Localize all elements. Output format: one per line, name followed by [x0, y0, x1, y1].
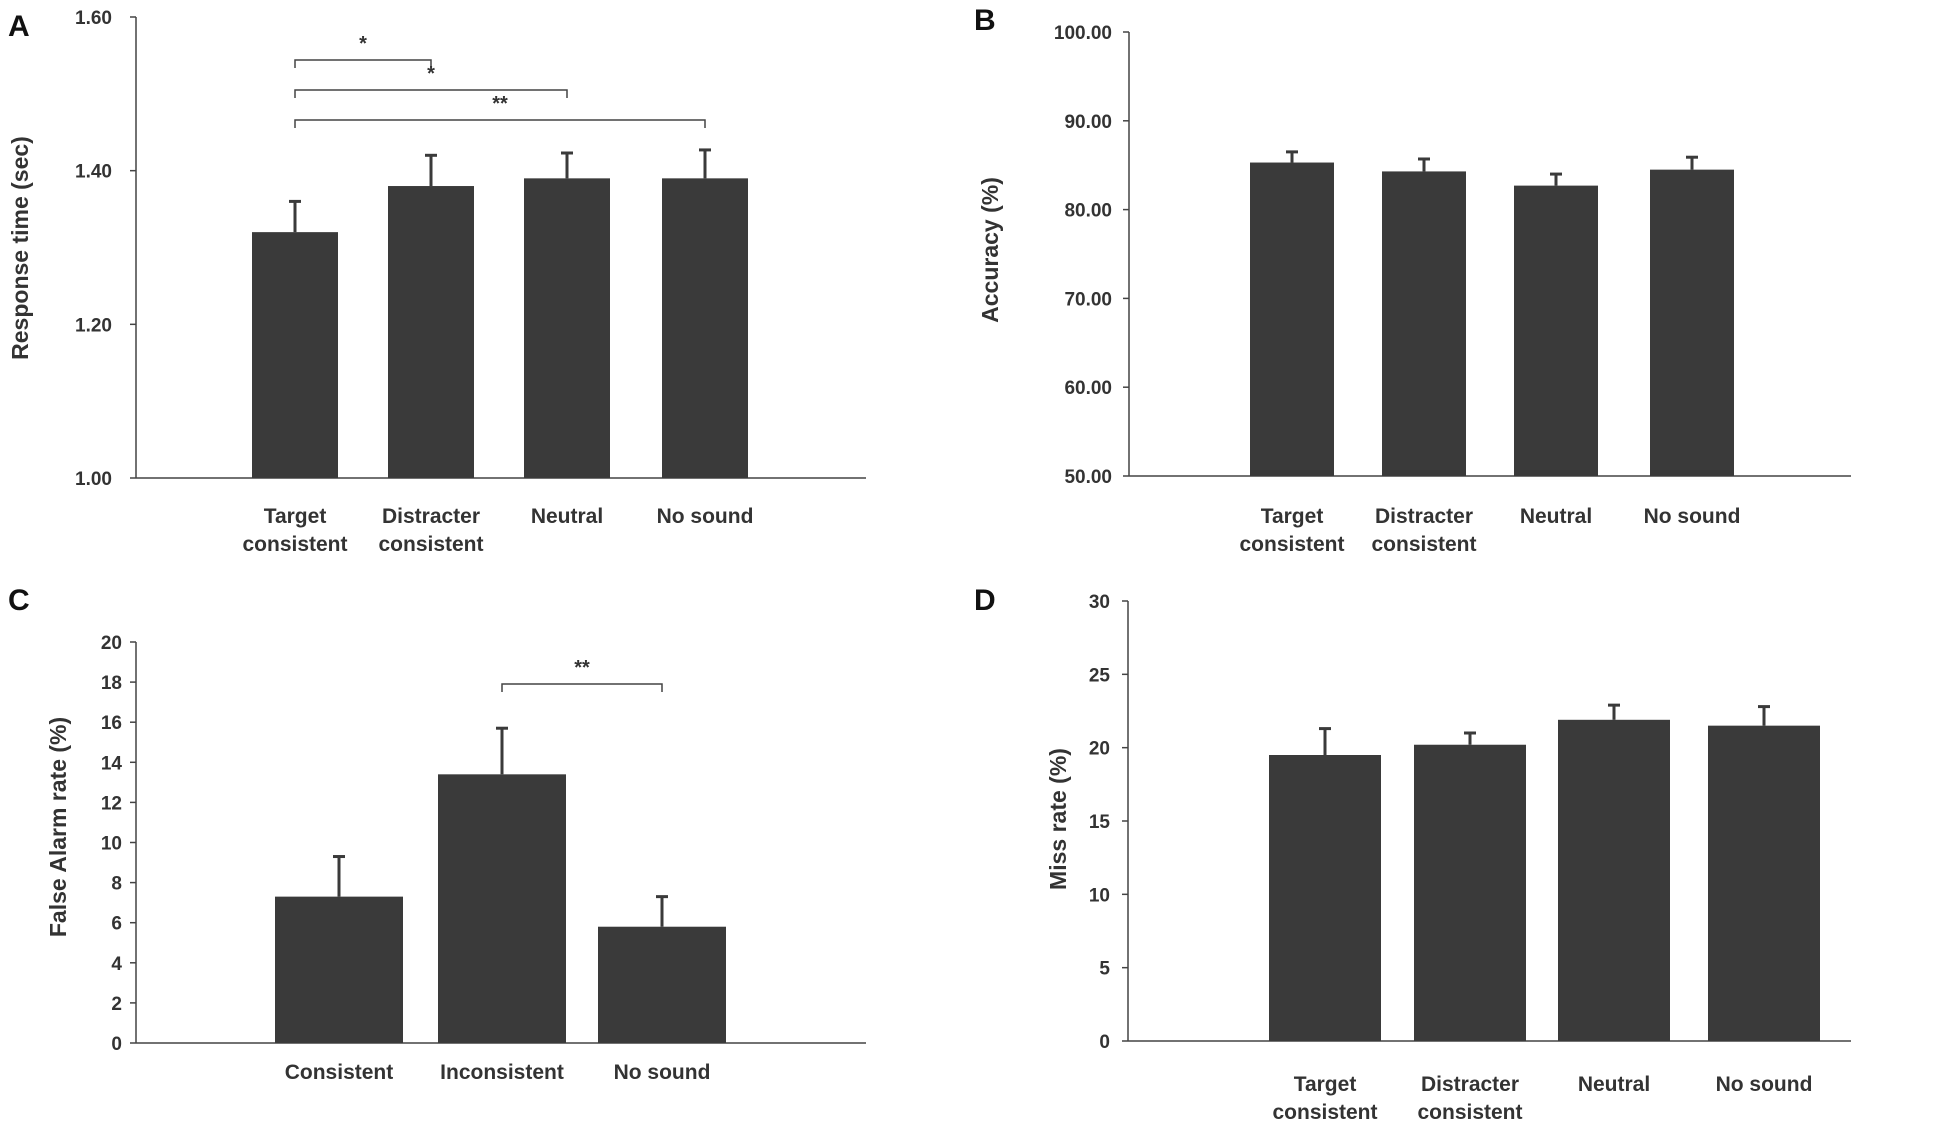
bar [1514, 185, 1598, 476]
panel-a-plot: 1.00 1.20 1.40 1.60 Target consistent Distract… [75, 8, 866, 556]
y-tick-label: 20 [1089, 739, 1110, 760]
y-tick-label: 6 [111, 914, 122, 935]
y-tick-label: 8 [111, 874, 122, 895]
bar [275, 896, 403, 1043]
bar [252, 232, 338, 478]
bar [1708, 725, 1820, 1041]
bar [1250, 162, 1334, 476]
category-label: Consistent [285, 1061, 394, 1084]
panel-a-y-axis-label: Response time (sec) [7, 136, 33, 360]
bar [524, 178, 610, 478]
panel-c-letter: C [8, 584, 30, 617]
y-tick-label: 12 [101, 793, 122, 814]
category-label: Inconsistent [440, 1061, 564, 1084]
panel-c-y-axis-label: False Alarm rate (%) [45, 717, 71, 937]
y-tick-label: 5 [1099, 959, 1110, 980]
category-label: Neutral [1578, 1073, 1650, 1096]
y-tick-label: 18 [101, 673, 122, 694]
y-tick-label: 25 [1089, 665, 1111, 686]
category-label: consistent [1272, 1101, 1377, 1124]
category-label: Target [1294, 1073, 1357, 1096]
y-tick-label: 50.00 [1064, 467, 1112, 488]
y-tick-label: 4 [111, 954, 122, 975]
category-label: No sound [1644, 505, 1741, 528]
category-label: Distracter [1375, 505, 1473, 528]
y-tick-label: 16 [101, 713, 122, 734]
bar [1650, 169, 1734, 476]
significance-label: ** [492, 93, 508, 115]
y-tick-label: 20 [101, 633, 122, 654]
panel-c: C False Alarm rate (%) 0 2 4 6 8 10 12 14 16 18 20… [8, 584, 866, 1084]
bar [1382, 171, 1466, 476]
y-tick-label: 1.60 [75, 8, 112, 29]
bar [1558, 719, 1670, 1041]
significance-bracket [294, 89, 568, 98]
category-label: consistent [1417, 1101, 1522, 1124]
category-label: consistent [1239, 533, 1344, 556]
y-tick-label: 30 [1089, 592, 1110, 613]
panel-a-letter: A [8, 10, 30, 43]
panel-c-plot: 0 2 4 6 8 10 12 14 16 18 20 Consistent Inconsistent N… [101, 633, 866, 1084]
y-tick-label: 80.00 [1064, 201, 1112, 222]
category-label: Target [1261, 505, 1324, 528]
y-tick-label: 1.20 [75, 315, 112, 336]
significance-bracket [501, 683, 663, 692]
bar [598, 926, 726, 1043]
bar [1269, 755, 1381, 1041]
panel-d-y-axis-label: Miss rate (%) [1045, 748, 1071, 890]
significance-bracket [294, 119, 706, 128]
panel-b-y-axis-label: Accuracy (%) [977, 177, 1003, 323]
panel-d-plot: 0 5 10 15 20 25 30 Target consistent Distracter co… [1089, 592, 1851, 1124]
panel-a: A Response time (sec) 1.00 1.20 1.40 1.60 Ta… [7, 8, 866, 556]
panel-b-plot: 50.00 60.00 70.00 80.00 90.00 100.00 Target con… [1054, 23, 1851, 556]
panel-b: B Accuracy (%) 50.00 60.00 70.00 80.00 90.00… [974, 4, 1851, 556]
bar [1414, 744, 1526, 1041]
bar [662, 178, 748, 478]
bar [438, 774, 566, 1043]
y-tick-label: 1.00 [75, 469, 112, 490]
category-label: consistent [378, 533, 483, 556]
y-tick-label: 0 [1099, 1032, 1110, 1053]
category-label: consistent [242, 533, 347, 556]
category-label: Distracter [382, 505, 480, 528]
significance-label: * [359, 33, 367, 55]
y-tick-label: 0 [111, 1034, 122, 1055]
significance-label: ** [574, 657, 590, 679]
y-tick-label: 90.00 [1064, 112, 1112, 133]
panel-b-letter: B [974, 4, 996, 37]
y-tick-label: 100.00 [1054, 23, 1112, 44]
category-label: No sound [614, 1061, 711, 1084]
category-label: Neutral [531, 505, 603, 528]
category-label: No sound [657, 505, 754, 528]
y-tick-label: 70.00 [1064, 289, 1112, 310]
y-tick-label: 1.40 [75, 162, 112, 183]
y-tick-label: 15 [1089, 812, 1111, 833]
category-label: consistent [1371, 533, 1476, 556]
category-label: Target [264, 505, 327, 528]
category-label: Neutral [1520, 505, 1592, 528]
panel-d: D Miss rate (%) 0 5 10 15 20 25 30 Target consis… [974, 584, 1851, 1124]
y-tick-label: 10 [101, 834, 122, 855]
category-label: No sound [1716, 1073, 1813, 1096]
significance-bracket [294, 59, 432, 68]
y-tick-label: 14 [101, 753, 123, 774]
y-tick-label: 60.00 [1064, 378, 1112, 399]
panel-d-letter: D [974, 584, 996, 617]
y-tick-label: 2 [111, 994, 122, 1015]
significance-label: * [427, 63, 435, 85]
category-label: Distracter [1421, 1073, 1519, 1096]
bar [388, 186, 474, 479]
y-tick-label: 10 [1089, 885, 1110, 906]
